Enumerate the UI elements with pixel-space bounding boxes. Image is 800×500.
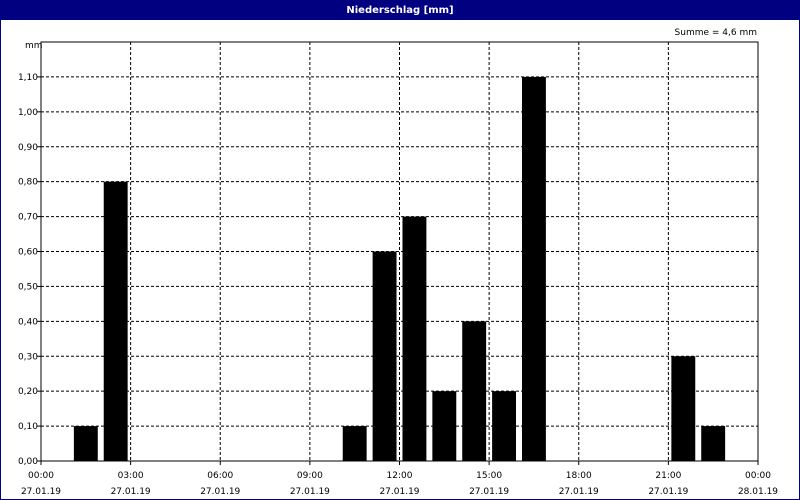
x-tick-time-label: 18:00: [566, 471, 592, 481]
x-tick-date-label: 27.01.19: [379, 487, 419, 497]
y-tick-label: 0,60: [18, 248, 38, 258]
grid-lines: [41, 42, 758, 461]
y-tick-label: 0,90: [18, 143, 38, 153]
precip-bar: [372, 251, 397, 461]
axes: [37, 41, 759, 465]
precip-bar: [103, 181, 128, 461]
x-tick-time-label: 12:00: [387, 471, 413, 481]
x-tick-time-label: 03:00: [118, 471, 144, 481]
y-tick-label: 0,70: [18, 213, 38, 223]
precip-bar: [342, 426, 367, 461]
x-tick-date-label: 27.01.19: [648, 487, 688, 497]
x-tick-date-label: 27.01.19: [559, 487, 599, 497]
precip-bar: [402, 216, 427, 461]
x-tick-date-label: 27.01.19: [111, 487, 151, 497]
y-tick-label: 1,10: [18, 73, 38, 83]
sum-label: Summe = 4,6 mm: [675, 28, 757, 38]
y-tick-label: 0,80: [18, 178, 38, 188]
y-tick-label: 0,20: [18, 387, 38, 397]
precip-bar: [701, 426, 726, 461]
x-tick-time-label: 21:00: [655, 471, 681, 481]
x-tick-time-label: 00:00: [28, 471, 54, 481]
x-tick-time-label: 00:00: [745, 471, 771, 481]
y-tick-label: 1,00: [18, 108, 38, 118]
x-tick-time-label: 06:00: [207, 471, 233, 481]
x-tick-date-label: 27.01.19: [200, 487, 240, 497]
y-tick-labels: 0,00 0,10 0,20 0,30 0,40 0,50 0,60 0,70 0,80 0,90…: [18, 73, 38, 467]
x-tick-time-label: 15:00: [476, 471, 502, 481]
y-tick-label: 0,00: [18, 457, 38, 467]
bar-series: [73, 76, 726, 462]
y-axis-unit-label: mm: [25, 41, 43, 51]
y-tick-label: 0,30: [18, 352, 38, 362]
x-tick-date-label: 27.01.19: [290, 487, 330, 497]
y-tick-label: 0,10: [18, 422, 38, 432]
chart-title: Niederschlag [mm]: [1, 1, 799, 20]
plot-border: [40, 41, 759, 462]
y-tick-label: 0,50: [18, 282, 38, 292]
x-tick-date-label: 28.01.19: [738, 487, 778, 497]
precip-bar: [432, 391, 457, 461]
precip-bar: [492, 391, 517, 461]
x-tick-time-label: 09:00: [297, 471, 323, 481]
precip-bar: [671, 356, 696, 461]
x-tick-date-label: 27.01.19: [469, 487, 509, 497]
precip-bar: [521, 76, 546, 462]
x-tick-labels: 00:00 27.01.19 03:00 27.01.19 06:00 27.01.19 0…: [21, 471, 778, 497]
precip-bar: [462, 321, 487, 461]
y-tick-label: 0,40: [18, 317, 38, 327]
x-tick-date-label: 27.01.19: [21, 487, 61, 497]
precip-bar: [73, 426, 98, 461]
